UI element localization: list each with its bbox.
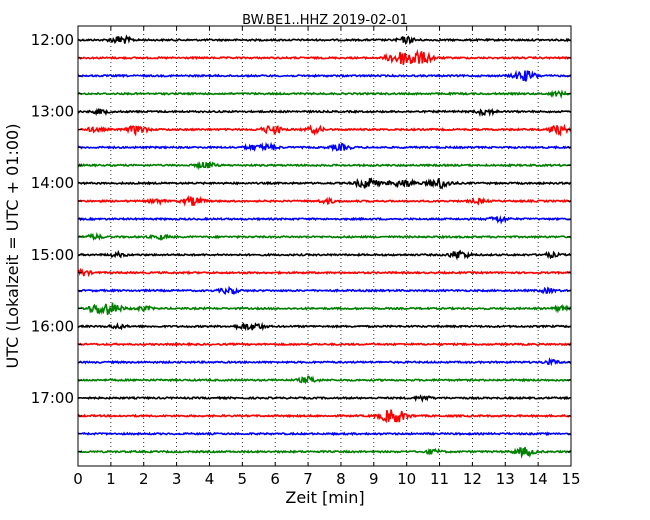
x-tick-label: 7	[303, 470, 313, 488]
x-tick-label: 13	[496, 470, 515, 488]
plot-frame	[77, 25, 572, 467]
seismic-trace	[77, 249, 572, 261]
seismic-trace	[77, 34, 572, 45]
x-tick-label: 0	[73, 470, 83, 488]
seismic-trace	[77, 341, 572, 347]
seismic-trace	[77, 107, 572, 118]
seismic-trace	[77, 285, 572, 296]
seismic-trace	[77, 123, 572, 137]
x-tick-label: 8	[336, 470, 346, 488]
y-tick-label: 17:00	[31, 389, 74, 407]
y-tick-label: 16:00	[31, 317, 74, 335]
seismic-trace	[77, 48, 572, 65]
seismic-trace	[77, 409, 572, 424]
seismic-trace	[77, 267, 572, 278]
seismic-trace	[77, 141, 572, 153]
x-axis-label: Zeit [min]	[285, 488, 364, 507]
chart-title: BW.BE1..HHZ 2019-02-01	[242, 13, 408, 28]
x-tick-label: 14	[529, 470, 548, 488]
seismic-trace	[77, 394, 572, 403]
x-tick-label: 11	[430, 470, 449, 488]
seismic-trace	[77, 431, 572, 437]
seismic-trace	[77, 375, 572, 385]
y-axis-label: UTC (Lokalzeit = UTC + 01:00)	[3, 124, 22, 369]
x-tick-label: 15	[561, 470, 580, 488]
x-tick-label: 2	[139, 470, 149, 488]
grid-lines	[110, 26, 539, 466]
seismic-trace	[77, 195, 572, 207]
seismic-trace	[77, 160, 572, 171]
seismic-trace	[77, 176, 572, 190]
y-tick-label: 12:00	[31, 31, 74, 49]
axis-ticks: 0 1 2 3 4 5 6 7 8 9 10 11 12 13 14 1512:0013:0014:0015:…	[31, 26, 581, 488]
x-tick-label: 3	[172, 470, 182, 488]
y-tick-label: 13:00	[31, 103, 74, 121]
x-tick-label: 9	[369, 470, 379, 488]
y-tick-label: 14:00	[31, 174, 74, 192]
x-tick-label: 4	[205, 470, 215, 488]
seismic-trace	[77, 357, 572, 367]
x-tick-label: 1	[106, 470, 116, 488]
seismic-trace	[77, 302, 572, 316]
seismic-trace	[77, 321, 572, 332]
seismic-trace	[77, 215, 572, 225]
y-tick-label: 15:00	[31, 246, 74, 264]
x-tick-label: 5	[238, 470, 248, 488]
trace-lines	[77, 34, 572, 459]
seismic-trace	[77, 231, 572, 241]
x-tick-label: 6	[270, 470, 280, 488]
seismic-trace	[77, 89, 572, 100]
x-tick-label: 12	[463, 470, 482, 488]
x-tick-label: 10	[397, 470, 416, 488]
seismic-trace	[77, 446, 572, 459]
seismic-trace	[77, 69, 572, 82]
